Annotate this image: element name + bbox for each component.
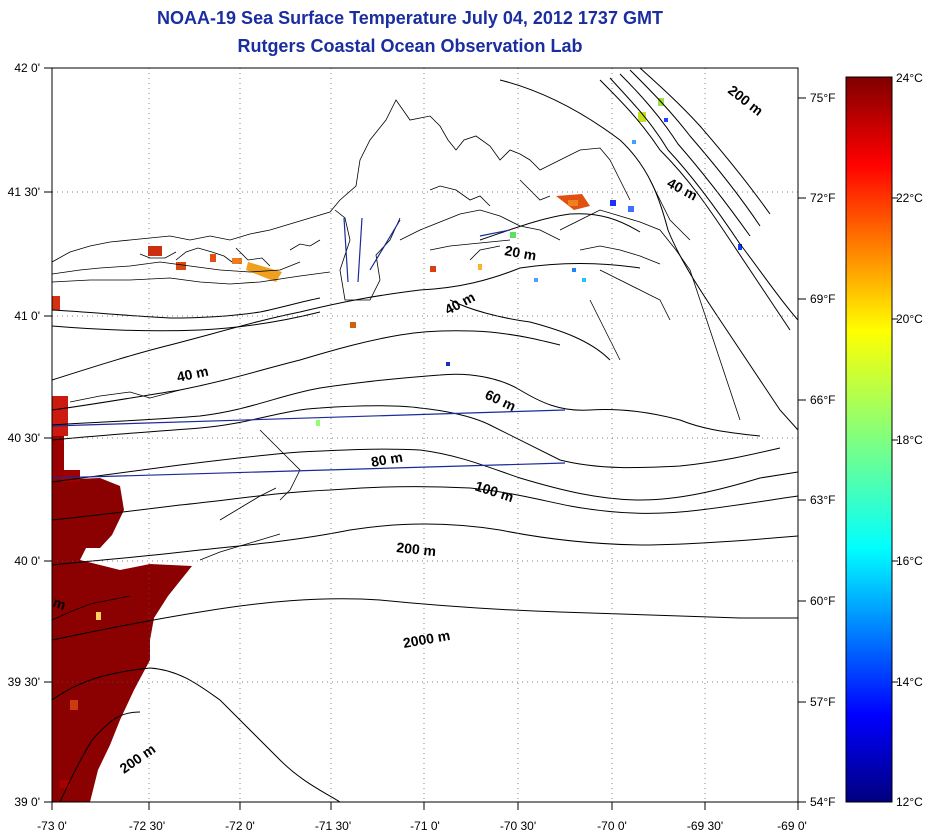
contour-label: 60 m xyxy=(483,386,519,414)
map-frame xyxy=(51,67,799,803)
lat-label: 39 0' xyxy=(14,795,40,809)
contour-label: 40 m xyxy=(175,363,210,385)
coastline xyxy=(52,99,741,621)
lat-label: 41 0' xyxy=(14,309,40,323)
contour-label: 200 m xyxy=(725,82,766,119)
fahrenheit-label: 60°F xyxy=(810,594,835,608)
glider-tracks xyxy=(52,217,566,479)
fahrenheit-label: 66°F xyxy=(810,393,835,407)
lat-label: 40 0' xyxy=(14,554,40,568)
celsius-label: 24°C xyxy=(896,71,923,85)
celsius-label: 16°C xyxy=(896,554,923,568)
colorbar-ticks xyxy=(892,197,898,683)
contour-label: 80 m xyxy=(370,449,404,470)
lat-label: 42 0' xyxy=(14,61,40,75)
celsius-label: 20°C xyxy=(896,312,923,326)
lon-label: -71 30' xyxy=(315,819,351,833)
lat-label: 39 30' xyxy=(8,675,40,689)
fahrenheit-label: 72°F xyxy=(810,191,835,205)
celsius-labels: 24°C 22°C 20°C 18°C 16°C 14°C 12°C xyxy=(896,71,923,809)
fahrenheit-label: 63°F xyxy=(810,493,835,507)
contour-label: 20 m xyxy=(503,242,537,263)
bathymetry-contours xyxy=(52,68,798,802)
lon-label: -70 0' xyxy=(597,819,627,833)
celsius-label: 12°C xyxy=(896,795,923,809)
celsius-label: 18°C xyxy=(896,433,923,447)
colorbar xyxy=(845,76,893,803)
fahrenheit-label: 57°F xyxy=(810,695,835,709)
axis-ticks xyxy=(44,67,806,810)
latitude-labels: 42 0' 41 30' 41 0' 40 30' 40 0' 39 30' 3… xyxy=(8,61,40,809)
lon-label: -72 0' xyxy=(225,819,255,833)
lon-label: -72 30' xyxy=(129,819,165,833)
lon-label: -70 30' xyxy=(500,819,536,833)
contour-label: 100 m xyxy=(473,478,516,505)
sst-warm-patch xyxy=(52,296,192,802)
contour-labels: 200 m 40 m 20 m 40 m 40 m 60 m 80 m 100 … xyxy=(51,82,766,777)
map-title: NOAA-19 Sea Surface Temperature July 04,… xyxy=(157,8,663,28)
celsius-label: 22°C xyxy=(896,191,923,205)
lon-label: -71 0' xyxy=(410,819,440,833)
lat-label: 41 30' xyxy=(8,185,40,199)
lon-label: -73 0' xyxy=(37,819,67,833)
contour-label: 2000 m xyxy=(402,627,452,651)
fahrenheit-label: 75°F xyxy=(810,91,835,105)
contour-label: 40 m xyxy=(665,175,701,204)
fahrenheit-label: 54°F xyxy=(810,795,835,809)
lat-label: 40 30' xyxy=(8,431,40,445)
lon-label: -69 0' xyxy=(777,819,807,833)
fahrenheit-labels: 75°F 72°F 69°F 66°F 63°F 60°F 57°F 54°F xyxy=(810,91,835,809)
contour-label: 40 m xyxy=(442,289,478,318)
map-subtitle: Rutgers Coastal Ocean Observation Lab xyxy=(237,36,583,56)
lon-label: -69 30' xyxy=(687,819,723,833)
contour-label: m xyxy=(51,594,68,613)
celsius-label: 14°C xyxy=(896,675,923,689)
contour-label: 200 m xyxy=(117,741,159,777)
contour-label: 200 m xyxy=(396,539,437,559)
fahrenheit-label: 69°F xyxy=(810,292,835,306)
longitude-labels: -73 0' -72 30' -72 0' -71 30' -71 0' -70… xyxy=(37,819,807,833)
